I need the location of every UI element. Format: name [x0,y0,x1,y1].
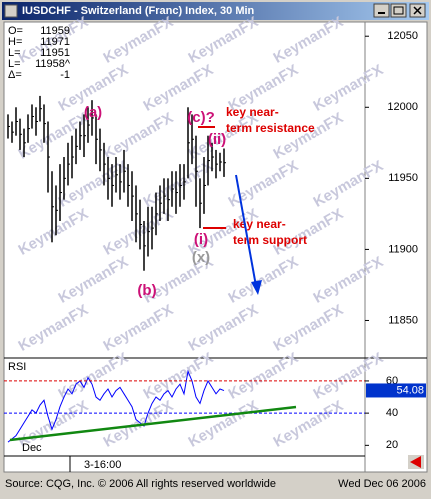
readout-value: 11958^ [35,58,71,70]
last-value-label: 54.08 [396,384,424,396]
maximize-icon [393,6,404,15]
annotation: (i) [194,231,208,248]
y-tick-label: 40 [386,407,398,419]
forecast-arrowhead [251,280,262,295]
x-label: 3-16:00 [84,459,121,471]
forecast-arrow [235,174,257,287]
annotation: (b) [137,282,156,299]
y-tick-label: 12000 [387,101,418,113]
readout-label: Δ= [8,69,22,81]
y-tick-label: 11900 [388,243,418,255]
rsi-line [7,369,225,443]
annotation: term resistance [226,121,315,135]
readout-value: -1 [60,69,70,81]
chart-area [3,21,428,473]
annotation: key near- [233,217,286,231]
footer-date: Wed Dec 06 2006 [338,478,426,490]
maximize-button[interactable] [390,3,407,18]
panel-title: RSI [8,361,26,373]
marks: O= 11959 H= 11971 L= 11951 L= 11958^ Δ= -1 11850 11… [4,25,426,451]
y-tick-label: 11950 [388,172,418,184]
readout-label: L= [8,58,21,70]
title-bar [2,2,429,20]
y-tick-label: 11850 [388,314,418,326]
window-title: IUSDCHF - Switzerland (Franc) Index, 30 … [22,5,255,17]
y-tick-label: 20 [386,439,398,451]
readout-label: L= [8,47,21,59]
annotation: (c)? [187,109,215,126]
readout-label: O= [8,25,23,37]
last-value-box [366,383,426,398]
annotation: (a) [84,104,102,121]
status-bar [2,474,429,492]
readout-value: 11951 [40,47,70,59]
minimize-button[interactable] [373,3,390,18]
readout-value: 11959 [40,25,70,37]
footer-source: Source: CQG, Inc. © 2006 All rights rese… [5,478,276,490]
readout-value: 11971 [40,36,70,48]
annotation: (x) [192,249,210,266]
annotation: key near- [226,105,279,119]
y-tick-label: 12050 [387,30,418,42]
annotation: (ii) [208,131,226,148]
x-label: Dec [22,442,42,454]
readout-label: H= [8,36,22,48]
annotation: term support [233,233,307,247]
rsi-trendline [9,405,297,442]
window-buttons [373,3,426,18]
close-icon [413,6,422,15]
scroll-arrow [410,456,421,468]
app-icon [4,4,18,18]
